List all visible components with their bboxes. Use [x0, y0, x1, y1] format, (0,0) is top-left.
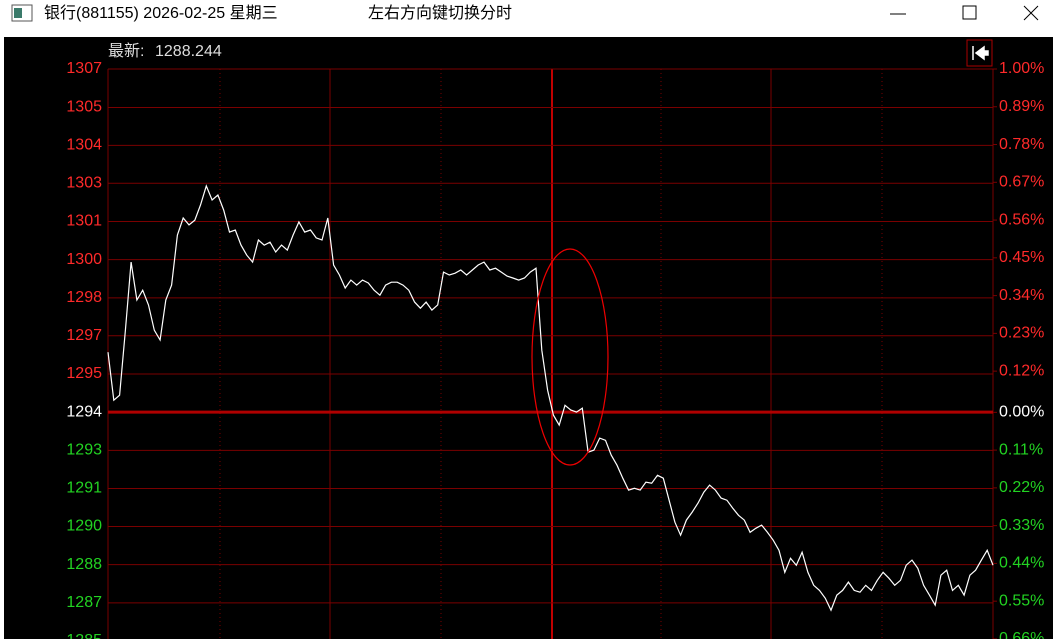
price-line [107, 184, 994, 612]
window-hint: 左右方向键切换分时 [368, 4, 512, 22]
maximize-button[interactable] [962, 5, 977, 20]
y2-tick-label: 0.22% [999, 479, 1044, 496]
y2-tick-label: 0.34% [999, 287, 1044, 304]
y2-tick-label: 0.45% [999, 249, 1044, 266]
y2-tick-label: 0.12% [999, 362, 1044, 379]
app-icon-inner [14, 8, 22, 18]
y-tick-label: 1285 [66, 632, 102, 639]
latest-label: 最新: [108, 42, 144, 60]
y-tick-label: 1298 [66, 289, 102, 306]
latest-value: 1288.244 [155, 43, 222, 60]
y-tick-label: 1293 [66, 442, 102, 459]
y-tick-label: 1303 [66, 175, 102, 192]
y2-tick-label: 0.67% [999, 174, 1044, 191]
y2-tick-label: 1.00% [999, 60, 1044, 77]
back-icon [972, 45, 989, 61]
y2-tick-label: 0.78% [999, 136, 1044, 153]
y-tick-label: 1300 [66, 251, 102, 268]
y-tick-label: 1290 [66, 518, 102, 535]
y-tick-label: 1305 [66, 99, 102, 116]
window-edge [0, 37, 4, 639]
y2-tick-label: 0.44% [999, 555, 1044, 572]
y2-tick-label: 0.89% [999, 98, 1044, 115]
y-tick-label: 1287 [66, 594, 102, 611]
y-tick-label: 1294 [66, 403, 102, 420]
title-bar [0, 0, 1053, 37]
y2-tick-label: 0.33% [999, 517, 1044, 534]
y-tick-label: 1304 [66, 137, 102, 154]
y2-tick-label: 0.23% [999, 325, 1044, 342]
highlight-ellipse [531, 248, 609, 466]
plot: 1307 1305 1304 1303 1301 1300 1298 1297 1295 1294… [66, 60, 1044, 639]
y2-tick-label: 0.00% [999, 404, 1044, 421]
y2-tick-label: 0.56% [999, 211, 1044, 228]
y2-tick-label: 0.11% [999, 441, 1043, 458]
y-tick-label: 1307 [66, 60, 102, 77]
close-button[interactable] [1023, 5, 1039, 21]
y-tick-label: 1288 [66, 556, 102, 573]
y2-tick-label: 0.55% [999, 592, 1044, 609]
y-tick-label: 1291 [66, 480, 102, 497]
window-title: 银行(881155) 2026-02-25 星期三 [44, 4, 278, 22]
y-tick-label: 1295 [66, 365, 102, 382]
y2-tick-label: 0.66% [999, 630, 1044, 639]
y-tick-label: 1301 [66, 213, 102, 230]
y-tick-label: 1297 [66, 327, 102, 344]
